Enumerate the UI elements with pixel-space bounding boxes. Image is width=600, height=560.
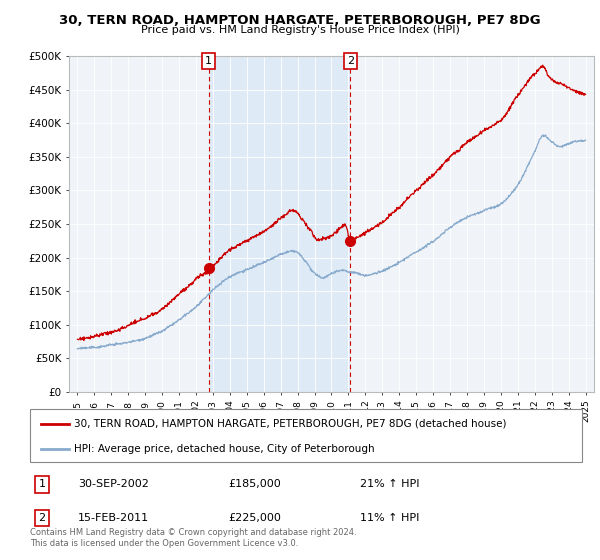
Text: 30, TERN ROAD, HAMPTON HARGATE, PETERBOROUGH, PE7 8DG (detached house): 30, TERN ROAD, HAMPTON HARGATE, PETERBOR… [74, 419, 506, 429]
Text: 1: 1 [205, 56, 212, 66]
FancyBboxPatch shape [30, 409, 582, 462]
Text: 2: 2 [38, 513, 46, 523]
Text: 11% ↑ HPI: 11% ↑ HPI [360, 513, 419, 523]
Text: 30, TERN ROAD, HAMPTON HARGATE, PETERBOROUGH, PE7 8DG: 30, TERN ROAD, HAMPTON HARGATE, PETERBOR… [59, 14, 541, 27]
Text: 30-SEP-2002: 30-SEP-2002 [78, 479, 149, 489]
Text: £225,000: £225,000 [228, 513, 281, 523]
Text: £185,000: £185,000 [228, 479, 281, 489]
Text: HPI: Average price, detached house, City of Peterborough: HPI: Average price, detached house, City… [74, 444, 375, 454]
Text: 15-FEB-2011: 15-FEB-2011 [78, 513, 149, 523]
Text: 1: 1 [38, 479, 46, 489]
Text: 21% ↑ HPI: 21% ↑ HPI [360, 479, 419, 489]
Text: Price paid vs. HM Land Registry's House Price Index (HPI): Price paid vs. HM Land Registry's House … [140, 25, 460, 35]
Text: 2: 2 [347, 56, 354, 66]
Bar [209, 56, 350, 392]
Text: Contains HM Land Registry data © Crown copyright and database right 2024.
This d: Contains HM Land Registry data © Crown c… [30, 528, 356, 548]
